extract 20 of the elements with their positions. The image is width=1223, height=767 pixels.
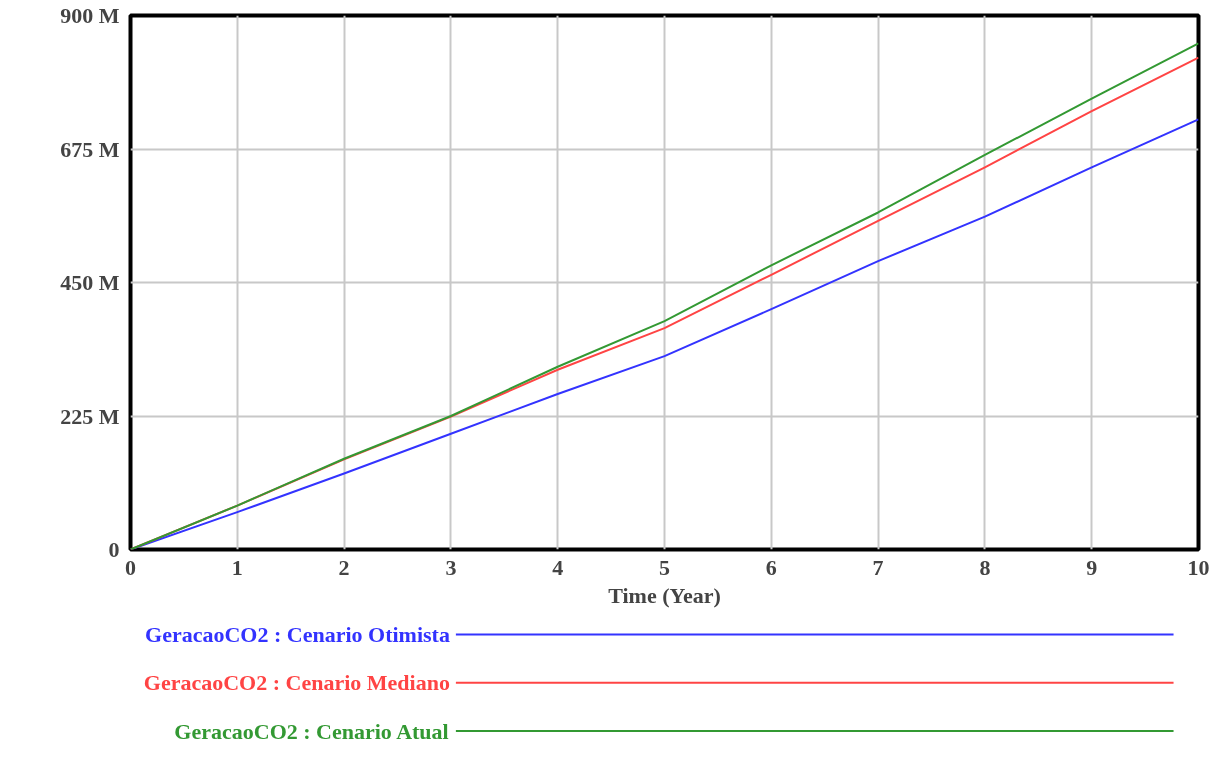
x-tick-label: 2 bbox=[338, 554, 350, 580]
x-tick-label: 9 bbox=[1086, 554, 1098, 580]
y-tick-label: 450 M bbox=[60, 270, 120, 295]
x-tick-label: 7 bbox=[872, 554, 884, 580]
text: GeracaoCO2 : Cenario Otimista bbox=[145, 622, 450, 648]
x-tick-label: 4 bbox=[552, 554, 564, 580]
x-tick-label: 10 bbox=[1187, 554, 1210, 580]
text: GeracaoCO2 : Cenario Mediano bbox=[143, 670, 450, 696]
y-tick-label: 675 M bbox=[60, 136, 120, 162]
text: GeracaoCO2 : Cenario Atual bbox=[174, 718, 449, 744]
x-tick-label: 1 bbox=[231, 554, 243, 580]
x-tick-label: 0 bbox=[125, 554, 136, 580]
x-tick-label: 6 bbox=[765, 554, 777, 580]
y-tick-label: 225 M bbox=[60, 403, 120, 429]
x-tick-label: 3 bbox=[445, 554, 457, 580]
x-tick-label: 5 bbox=[659, 554, 670, 580]
y-tick-label: 900 M bbox=[60, 3, 120, 28]
x-tick-label: 8 bbox=[979, 554, 991, 580]
x-axis-title: Time (Year) bbox=[608, 582, 721, 608]
y-tick-label: 0 bbox=[108, 537, 120, 562]
